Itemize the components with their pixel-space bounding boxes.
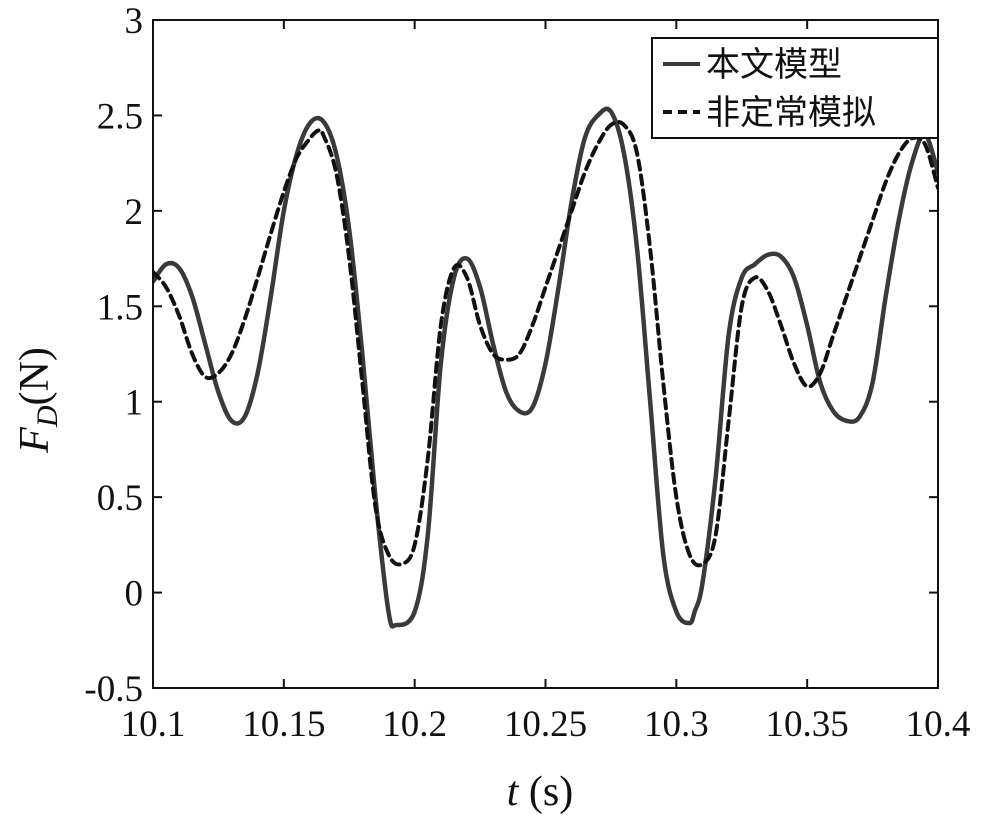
plot-layer — [153, 106, 938, 629]
y-tick-label: 2 — [125, 192, 144, 233]
x-tick-label: 10.2 — [382, 704, 447, 745]
legend-label-unsteady: 非定常模拟 — [706, 93, 876, 133]
y-tick-label: 0 — [125, 574, 144, 615]
tick-layer: 10.1 10.15 10.2 10.25 10.3 10.35 10.4 -0.5 0 0.5 1… — [84, 1, 970, 745]
y-tick-label: 3 — [125, 1, 144, 42]
x-axis-unit: (s) — [518, 769, 573, 815]
y-tick-label: 1.5 — [97, 287, 143, 328]
legend-box — [651, 37, 939, 139]
x-axis-title: t (s) — [507, 769, 574, 815]
x-tick-label: 10.4 — [906, 704, 971, 745]
x-tick-label: 10.35 — [766, 704, 849, 745]
x-tick-label: 10.25 — [504, 704, 587, 745]
y-tick-label: 2.5 — [97, 96, 143, 137]
legend-label-model: 本文模型 — [706, 45, 842, 85]
y-axis-subscript: D — [31, 405, 64, 428]
series-line-model — [153, 106, 938, 629]
y-axis-title: FD(N) — [12, 347, 64, 454]
legend: 本文模型 非定常模拟 — [651, 37, 939, 139]
y-tick-label: 0.5 — [97, 478, 143, 519]
y-tick-label: 1 — [125, 383, 144, 424]
y-tick-label: -0.5 — [84, 669, 143, 710]
y-axis-unit: (N) — [12, 347, 58, 405]
svg-text:FD(N): FD(N) — [12, 347, 64, 454]
x-axis-symbol: t — [507, 769, 520, 815]
y-axis-symbol: F — [12, 427, 58, 454]
x-tick-label: 10.1 — [121, 704, 186, 745]
x-tick-label: 10.3 — [644, 704, 709, 745]
series-line-unsteady — [153, 119, 938, 568]
x-tick-label: 10.15 — [242, 704, 325, 745]
